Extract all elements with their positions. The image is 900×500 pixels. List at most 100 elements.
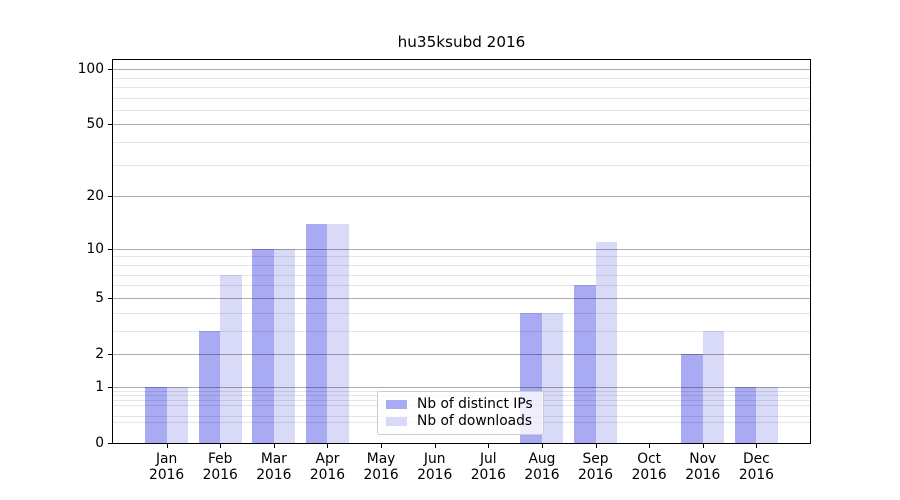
- bar-downloads-apr: [327, 223, 349, 443]
- legend: Nb of distinct IPs Nb of downloads: [377, 391, 544, 435]
- x-tick-label-month: Jun: [423, 451, 446, 467]
- x-tick-label: May 2016: [349, 451, 413, 483]
- y-tick-mark: [108, 297, 112, 299]
- x-tick-label-month: Aug: [528, 451, 556, 467]
- bar-downloads-jan: [166, 386, 189, 443]
- bar-downloads-mar: [273, 248, 296, 443]
- x-tick-label-year: 2016: [202, 466, 238, 483]
- x-tick-mark: [327, 444, 329, 448]
- y-tick-label: 50: [86, 116, 104, 133]
- x-tick-label-month: Sep: [582, 451, 609, 467]
- x-tick-label-year: 2016: [738, 466, 774, 483]
- y-tick-mark: [108, 443, 112, 444]
- bar-distinct-ips-apr: [305, 223, 328, 443]
- x-tick-mark: [220, 444, 222, 448]
- y-tick-mark: [108, 69, 112, 71]
- x-tick-mark: [166, 444, 168, 448]
- bar-distinct-ips-nov: [681, 353, 703, 443]
- x-tick-mark: [273, 444, 275, 448]
- x-tick-label-year: 2016: [577, 466, 614, 483]
- x-tick-label: Jan 2016: [135, 451, 199, 483]
- x-tick-mark: [649, 444, 651, 448]
- x-tick-mark: [541, 444, 543, 448]
- legend-swatch-downloads: [386, 417, 407, 426]
- x-tick-label: Feb 2016: [188, 451, 252, 483]
- bar-downloads-feb: [220, 274, 242, 443]
- legend-label-downloads: Nb of downloads: [417, 413, 533, 429]
- x-tick-label-year: 2016: [149, 466, 185, 483]
- bar-distinct-ips-mar: [252, 248, 274, 443]
- plot-area: [112, 59, 811, 444]
- bar-downloads-dec: [756, 386, 778, 443]
- gridline-minor: [113, 264, 810, 266]
- gridline-minor: [113, 274, 810, 276]
- y-tick-mark: [108, 353, 112, 355]
- gridline-minor: [113, 86, 810, 88]
- x-tick-label-month: Jul: [479, 451, 497, 467]
- legend-label-distinct-ips: Nb of distinct IPs: [417, 396, 533, 412]
- x-tick-label-year: 2016: [470, 466, 506, 483]
- gridline-minor: [113, 77, 810, 79]
- legend-row-downloads: Nb of downloads: [386, 413, 543, 430]
- x-tick-label-year: 2016: [631, 466, 667, 483]
- x-tick-label: Oct 2016: [617, 451, 681, 483]
- y-tick-label: 20: [86, 188, 104, 205]
- y-tick-label: 5: [95, 289, 104, 306]
- x-tick-label: Nov 2016: [671, 451, 735, 483]
- y-tick-label: 1: [95, 378, 104, 395]
- x-tick-mark: [702, 444, 704, 448]
- x-tick-label-year: 2016: [417, 466, 453, 483]
- chart-title: hu35ksubd 2016: [397, 33, 526, 51]
- gridline-minor: [113, 164, 810, 166]
- gridline-minor: [113, 256, 810, 258]
- x-tick-label-month: Jan: [155, 451, 178, 467]
- bar-distinct-ips-jan: [145, 386, 167, 443]
- gridline-major: [113, 353, 810, 355]
- gridline-minor: [113, 285, 810, 287]
- x-tick-label-year: 2016: [685, 466, 721, 483]
- gridline-minor: [113, 109, 810, 111]
- bar-distinct-ips-dec: [734, 386, 757, 443]
- gridline-major: [113, 196, 810, 198]
- bar-distinct-ips-feb: [198, 330, 221, 443]
- y-tick-mark: [108, 386, 112, 388]
- x-tick-label: Apr 2016: [295, 451, 359, 483]
- x-tick-mark: [434, 444, 436, 448]
- y-tick-label: 10: [86, 240, 104, 257]
- legend-row-distinct-ips: Nb of distinct IPs: [386, 396, 543, 413]
- gridline-major: [113, 386, 810, 388]
- gridline-major: [113, 69, 810, 71]
- y-tick-label: 100: [77, 61, 104, 78]
- y-tick-label: 0: [95, 435, 104, 451]
- x-tick-label-month: May: [366, 451, 396, 467]
- y-tick-mark: [108, 248, 112, 250]
- x-tick-mark: [488, 444, 490, 448]
- x-tick-label: Jul 2016: [456, 451, 520, 483]
- x-tick-label-month: Feb: [208, 451, 233, 467]
- x-tick-label: Jun 2016: [403, 451, 467, 483]
- bar-downloads-nov: [702, 330, 725, 443]
- gridline-minor: [113, 97, 810, 99]
- x-tick-label-month: Oct: [637, 451, 662, 467]
- gridline-major: [113, 248, 810, 250]
- gridline-minor: [113, 330, 810, 332]
- x-tick-label-year: 2016: [363, 466, 399, 483]
- x-tick-label-month: Mar: [260, 451, 287, 467]
- bar-downloads-aug: [541, 312, 564, 443]
- gridline-minor: [113, 142, 810, 144]
- y-tick-label: 2: [95, 345, 104, 362]
- x-tick-label-year: 2016: [309, 466, 346, 483]
- x-tick-label: Aug 2016: [510, 451, 574, 483]
- x-tick-label-year: 2016: [524, 466, 560, 483]
- bar-downloads-sep: [595, 241, 618, 443]
- x-tick-label: Sep 2016: [564, 451, 628, 483]
- legend-swatch-distinct-ips: [386, 400, 407, 409]
- x-tick-label-year: 2016: [256, 466, 292, 483]
- gridline-major: [113, 297, 810, 299]
- x-tick-mark: [595, 444, 597, 448]
- x-tick-mark: [756, 444, 758, 448]
- gridline-minor: [113, 312, 810, 314]
- x-tick-label-month: Dec: [743, 451, 770, 467]
- y-tick-mark: [108, 124, 112, 126]
